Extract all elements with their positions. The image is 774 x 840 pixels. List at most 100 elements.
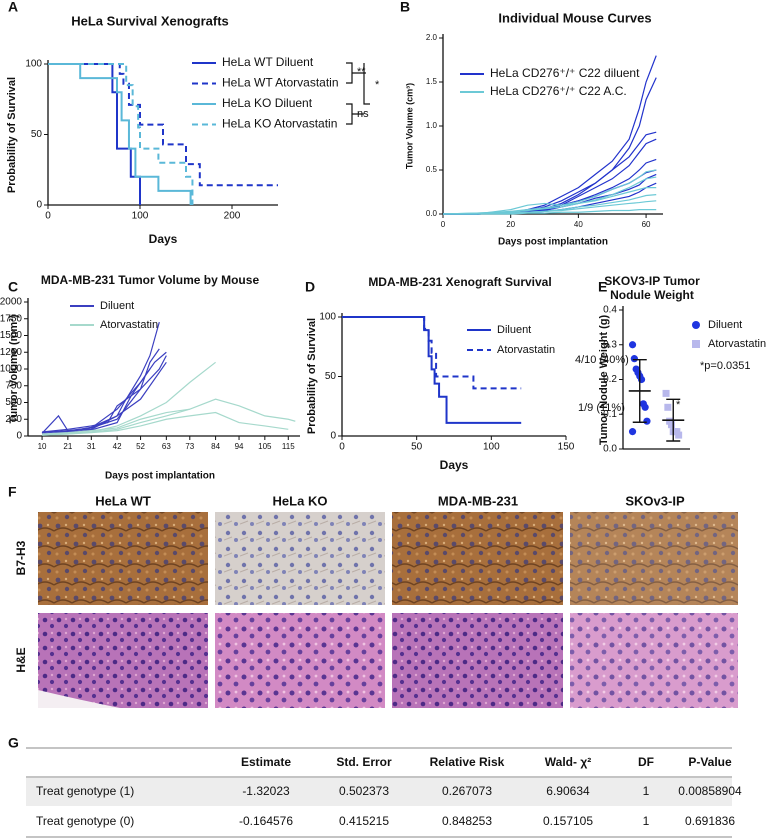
error-bar <box>666 398 681 442</box>
x-tick-label: 52 <box>136 442 145 451</box>
mouse-curve <box>42 348 160 435</box>
mouse-curve <box>443 209 657 215</box>
mouse-curve <box>443 158 657 215</box>
data-point <box>667 421 675 429</box>
y-tick-label: 500 <box>5 397 22 408</box>
annotation: * <box>676 399 681 411</box>
mouse-curve <box>443 131 657 215</box>
y-tick-label: 1750 <box>0 313 22 324</box>
mouse-curve <box>41 351 167 434</box>
y-tick-label: 1.0 <box>426 121 438 130</box>
y-tick-label: 1000 <box>0 364 22 375</box>
table-header: Std. Error <box>336 755 392 769</box>
chart-title: MDA-MB-231 Tumor Volume by Mouse <box>41 273 260 287</box>
table-cell: 0.848253 <box>442 814 492 828</box>
table-cell: Treat genotype (1) <box>36 784 134 798</box>
image-he-hela-ko <box>215 613 385 708</box>
y-tick-label: 0.3 <box>603 339 617 350</box>
x-tick-label: 100 <box>483 442 500 453</box>
survival-curve <box>48 63 141 205</box>
chart-title: Nodule Weight <box>610 288 694 302</box>
legend-label: HeLa KO Diluent <box>222 96 313 110</box>
y-tick-label: 0 <box>36 200 42 211</box>
mouse-curve <box>442 176 657 215</box>
x-tick-label: 10 <box>38 442 47 451</box>
table-cell: 1 <box>643 784 650 798</box>
table-header: Wald- χ² <box>545 755 591 769</box>
legend-label: HeLa WT Atorvastatin <box>222 76 339 90</box>
chart-title: HeLa Survival Xenografts <box>71 13 229 28</box>
image-b7h3-mda <box>392 512 563 605</box>
mouse-curve <box>42 321 160 434</box>
legend-marker <box>692 321 700 329</box>
legend-label: Diluent <box>708 319 742 331</box>
table-cell: 0.157105 <box>543 814 593 828</box>
panel-letter: C <box>8 279 18 295</box>
figure-f-images <box>38 512 738 708</box>
column-header: HeLa KO <box>273 493 328 508</box>
table-header: DF <box>638 755 654 769</box>
x-axis-label: Days <box>440 458 469 472</box>
column-header: HeLa WT <box>95 493 151 508</box>
data-point <box>675 431 683 439</box>
x-tick-label: 31 <box>87 442 96 451</box>
x-tick-label: 21 <box>63 442 72 451</box>
y-axis-label: Tumor Volume (cm³) <box>404 83 414 169</box>
row-label: B7-H3 <box>14 540 28 575</box>
legend-label: Atorvastatin <box>708 338 766 350</box>
legend-label: HeLa WT Diluent <box>222 55 314 69</box>
y-tick-label: 0.1 <box>603 409 617 420</box>
table-cell: 0.691836 <box>685 814 735 828</box>
y-tick-label: 100 <box>319 312 336 323</box>
x-axis-label: Days post implantation <box>105 471 215 482</box>
x-axis-label: Days <box>149 232 178 246</box>
data-point <box>662 389 670 397</box>
table-cell: 0.267073 <box>442 784 492 798</box>
y-tick-label: 750 <box>5 380 22 391</box>
y-axis-label: Tumor Nodule Weight (g) <box>598 314 610 445</box>
survival-curve <box>48 63 192 205</box>
table-header: Relative Risk <box>430 755 505 769</box>
y-tick-label: 2000 <box>0 297 22 308</box>
panel-letter: E <box>598 279 607 295</box>
column-header: SKOv3-IP <box>625 493 685 508</box>
data-point <box>628 428 637 436</box>
x-axis-label: Days post implantation <box>498 237 608 248</box>
y-tick-label: 0.2 <box>603 374 617 385</box>
y-tick-label: 1500 <box>0 330 22 341</box>
x-tick-label: 0 <box>45 211 51 222</box>
table-cell: 0.00858904 <box>678 784 742 798</box>
y-axis-label: Tumor Volume (mm³) <box>8 314 20 423</box>
data-point <box>630 355 638 363</box>
y-tick-label: 250 <box>5 414 22 425</box>
x-tick-label: 63 <box>162 442 171 451</box>
y-tick-label: 1250 <box>0 347 22 358</box>
data-point <box>664 403 672 411</box>
mouse-curve <box>442 169 657 215</box>
error-bar <box>632 358 647 423</box>
survival-curve <box>48 63 278 187</box>
x-tick-label: 94 <box>235 442 244 451</box>
y-axis-label: Probability of Survival <box>6 77 18 193</box>
legend-label: HeLa CD276⁺/⁺ C22 diluent <box>490 66 640 80</box>
table-cell: 0.415215 <box>339 814 389 828</box>
survival-curve <box>342 316 522 424</box>
x-tick-label: 105 <box>258 442 272 451</box>
y-tick-label: 0.0 <box>426 209 438 218</box>
data-point <box>641 403 649 411</box>
chart-title: Individual Mouse Curves <box>498 10 651 25</box>
image-he-skov3 <box>570 613 738 708</box>
y-tick-label: 50 <box>325 371 337 382</box>
x-tick-label: 60 <box>642 220 651 229</box>
mouse-curve <box>443 200 657 215</box>
x-tick-label: 0 <box>339 442 345 453</box>
mouse-curve <box>42 355 167 433</box>
panel-letter: B <box>400 0 410 15</box>
legend-label: Atorvastatin <box>497 344 555 356</box>
annotation: *p=0.0351 <box>700 360 750 372</box>
annotation: ** <box>357 66 366 78</box>
legend-label: Diluent <box>100 300 134 312</box>
table-cell: -0.164576 <box>239 814 293 828</box>
